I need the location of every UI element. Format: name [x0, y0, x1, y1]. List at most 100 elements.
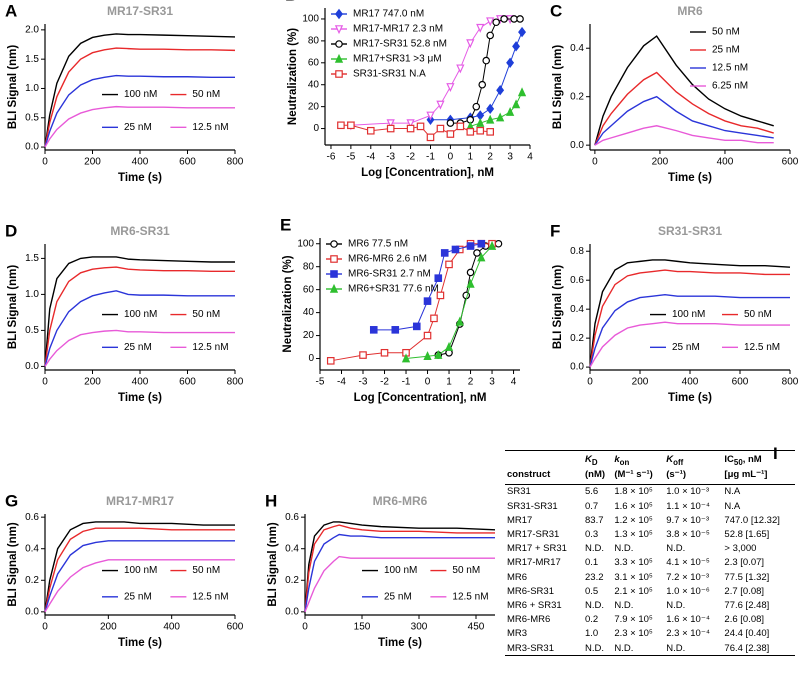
x-axis-title: Time (s) — [378, 637, 422, 649]
chart-title: MR6-MR6 — [373, 494, 428, 508]
x-tick-label: 200 — [652, 157, 669, 168]
kinetics-table: construct KD (nM) kon (M⁻¹ s⁻¹) Koff (s⁻¹) IC50… — [505, 450, 795, 657]
series-line — [594, 95, 774, 146]
legend-marker — [335, 8, 343, 20]
y-tick-label: 1.5 — [25, 253, 39, 264]
legend-label: MR17 747.0 nM — [353, 9, 424, 20]
marker — [386, 124, 395, 133]
series-line — [304, 555, 495, 613]
marker — [456, 64, 465, 74]
legend-label: MR6-MR6 2.6 nM — [348, 254, 427, 265]
y-tick-label: 0.6 — [570, 275, 584, 286]
marker — [380, 348, 389, 357]
table-cell: 24.4 [0.40] — [724, 628, 770, 640]
marker — [466, 268, 475, 277]
marker — [516, 15, 524, 23]
marker — [434, 349, 443, 359]
x-tick-label: 400 — [682, 377, 699, 388]
y-tick-label: 0.0 — [570, 362, 584, 373]
table-cell: MR17 — [507, 514, 533, 526]
header-cell: construct — [505, 450, 583, 485]
legend-label: 12.5 nM — [744, 342, 780, 353]
y-tick-label: 0.4 — [285, 543, 299, 554]
x-tick-label: 400 — [132, 377, 149, 388]
x-tick-label: 0 — [448, 152, 454, 163]
series-line — [44, 74, 235, 148]
table-cell: 77.5 [1.32] — [724, 571, 770, 583]
marker — [473, 249, 481, 257]
y-tick-label: 0.8 — [570, 246, 584, 257]
series-line — [304, 521, 496, 612]
x-tick-label: 600 — [179, 377, 196, 388]
marker — [486, 128, 494, 136]
y-tick-label: 0.2 — [570, 333, 584, 344]
y-tick-label: 0.6 — [285, 512, 299, 523]
x-tick-label: -2 — [406, 152, 415, 163]
legend-label: MR17-MR17 2.3 nM — [353, 24, 443, 35]
header-text: K — [585, 454, 592, 465]
x-axis-title: Time (s) — [118, 172, 162, 184]
y-tick-label: 40 — [308, 79, 320, 90]
marker — [423, 297, 432, 305]
x-tick-label: 4 — [511, 377, 517, 388]
marker — [436, 124, 445, 133]
legend-label: SR31-SR31 N.A — [353, 69, 426, 80]
y-tick-label: 0.4 — [570, 304, 584, 315]
table-cell: 1.6 × 10⁻⁴ — [666, 614, 710, 626]
series-line — [44, 540, 235, 613]
legend-label: MR6 77.5 nM — [348, 239, 408, 250]
table-cell: 77.6 [2.48] — [724, 599, 770, 611]
table-cell: 4.1 × 10⁻⁵ — [666, 557, 710, 569]
y-tick-label: 0.2 — [285, 575, 299, 586]
x-axis-title: Log [Concentration], nM — [361, 167, 494, 179]
y-axis-title: BLI Signal (nm) — [7, 45, 19, 130]
table-cell: 2.3 [0.07] — [724, 557, 765, 569]
marker — [412, 322, 421, 331]
legend-label: 50 nM — [712, 27, 740, 38]
table-cell: MR6-SR31 — [507, 585, 554, 597]
legend-label: MR6-SR31 2.7 nM — [348, 269, 431, 280]
y-tick-label: 0.0 — [570, 140, 584, 151]
table-cell: 2.7 [0.08] — [724, 585, 765, 597]
table-row: MR17-MR17 0.1 3.3 × 10⁵ 4.1 × 10⁻⁵ 2.3 [0.07… — [505, 556, 795, 570]
series-line — [594, 71, 774, 146]
marker — [486, 31, 494, 40]
table-row: MR6 + SR31 N.D. N.D. N.D. 77.6 [2.48] — [505, 598, 795, 612]
table-row: MR17 + SR31 N.D. N.D. N.D. > 3,000 — [505, 542, 795, 556]
series-line — [44, 105, 235, 148]
marker — [391, 326, 400, 334]
series-line — [44, 521, 235, 612]
table-cell: 0.5 — [585, 585, 599, 597]
legend-label: 50 nM — [192, 89, 220, 100]
x-tick-label: -1 — [402, 377, 411, 388]
y-axis-title: BLI Signal (nm) — [7, 265, 19, 350]
y-tick-label: 80 — [308, 36, 320, 47]
panel-letter: B — [285, 0, 297, 4]
header-row: construct KD (nM) kon (M⁻¹ s⁻¹) Koff (s⁻¹) IC50… — [505, 450, 795, 485]
table-row: MR3-SR31 N.D. N.D. N.D. 76.4 [2.38] — [505, 640, 795, 657]
legend-label: 100 nM — [124, 89, 157, 100]
x-tick-label: 150 — [354, 622, 371, 633]
x-tick-label: -3 — [359, 377, 368, 388]
y-tick-label: 1.0 — [25, 83, 39, 94]
marker — [369, 326, 378, 334]
y-tick-label: 60 — [303, 284, 315, 295]
marker — [455, 316, 464, 326]
x-tick-label: 200 — [84, 377, 101, 388]
marker — [451, 245, 460, 254]
legend-marker — [330, 270, 338, 278]
table-cell: 3.8 × 10⁻⁵ — [666, 529, 710, 541]
chart-title: MR17-MR17 — [106, 494, 174, 508]
header-text: construct — [507, 468, 551, 480]
legend-label: 100 nM — [672, 309, 705, 320]
legend-label: 12.5 nM — [452, 591, 488, 602]
header-subscript: 50 — [733, 457, 743, 467]
table-cell: 0.2 — [585, 614, 599, 626]
header-unit: [μg mL⁻¹] — [724, 468, 768, 480]
marker — [486, 103, 495, 115]
x-axis-title: Log [Concentration], nM — [354, 392, 487, 404]
table-body: SR31 5.6 1.8 × 10⁵ 1.0 × 10⁻³ N.A SR31-SR31 0.… — [505, 484, 795, 657]
marker — [445, 260, 453, 269]
series-line — [44, 266, 235, 367]
marker — [430, 314, 438, 323]
